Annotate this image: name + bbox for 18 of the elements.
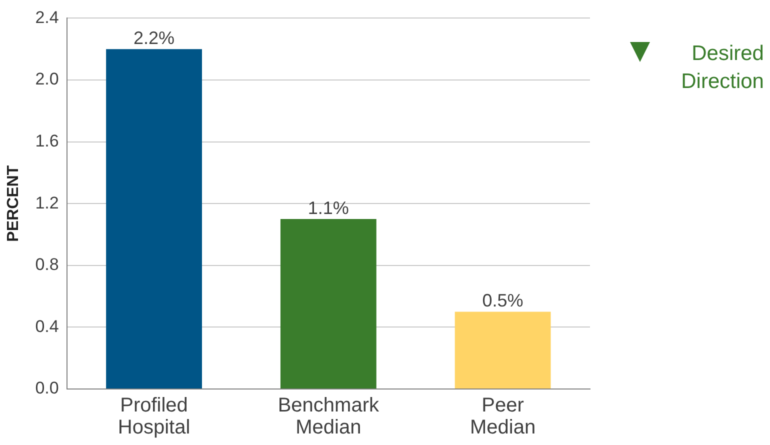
text: Desired Direction [680, 41, 764, 95]
y-tick-label: 1.2 [35, 193, 59, 212]
bar [454, 312, 551, 388]
x-tick-label: Benchmark Median [278, 394, 380, 439]
y-tick-label: 0.4 [35, 316, 59, 336]
y-axis-title: PERCENT [5, 165, 22, 242]
y-tick-label: 0.0 [35, 378, 59, 398]
bar [280, 219, 376, 388]
bar [106, 49, 202, 388]
data-label: 1.1% [308, 198, 349, 218]
y-tick-label: 2.0 [35, 70, 59, 89]
y-tick-label: 1.6 [35, 131, 59, 150]
y-tick-label: 0.8 [35, 255, 59, 274]
x-tick-label: Profiled Hospital [118, 394, 190, 439]
data-label: 0.5% [482, 290, 524, 311]
y-tick-label: 2.4 [35, 8, 59, 27]
data-label: 2.2% [134, 28, 175, 48]
x-tick-label: Peer Median [470, 394, 536, 439]
